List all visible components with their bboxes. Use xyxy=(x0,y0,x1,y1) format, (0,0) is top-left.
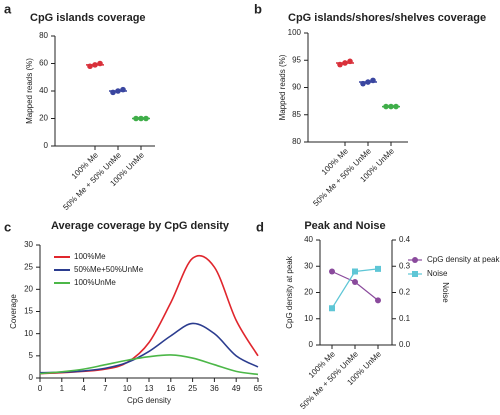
y-tick-label: 0.3 xyxy=(399,261,411,270)
legend-marker xyxy=(412,271,418,277)
replicate-dot xyxy=(360,80,366,87)
replicate-dot xyxy=(133,115,139,122)
x-tick-label: 0 xyxy=(38,384,43,393)
legend-label: 50%Me+50%UnMe xyxy=(74,265,144,274)
y-tick-label: 95 xyxy=(292,55,301,64)
chart-title: CpG islands/shores/shelves coverage xyxy=(288,12,486,24)
legend-label: Noise xyxy=(427,269,448,278)
series-line xyxy=(39,254,259,375)
legend-marker xyxy=(412,257,418,263)
panel-letter: d xyxy=(256,219,264,234)
y-axis-title: Coverage xyxy=(9,294,18,329)
replicate-dot xyxy=(393,103,399,110)
replicate-dot xyxy=(337,61,343,68)
y-tick-label: 100 xyxy=(288,28,302,37)
point xyxy=(375,265,381,272)
point xyxy=(375,297,381,304)
replicate-dot xyxy=(365,79,371,85)
y-tick-label: 0.2 xyxy=(399,288,411,297)
y-tick-label: 40 xyxy=(39,86,48,95)
replicate-dot xyxy=(97,60,103,67)
point xyxy=(329,305,335,312)
x-tick-label: 7 xyxy=(103,384,108,393)
x-tick-label: 13 xyxy=(145,384,154,393)
y-tick-label: 0.4 xyxy=(399,235,411,244)
y-axis-title: CpG density at peak xyxy=(285,255,294,328)
replicate-dot xyxy=(138,115,144,122)
y-tick-label: 30 xyxy=(304,261,313,270)
replicate-dot xyxy=(115,88,121,94)
y-tick-label: 20 xyxy=(304,288,313,297)
y-axis-title: Mapped reads (%) xyxy=(25,58,34,124)
x-tick-label: 25 xyxy=(188,384,197,393)
y-tick-label: 40 xyxy=(304,235,313,244)
chart-title: CpG islands coverage xyxy=(30,12,146,24)
y-tick-label: 20 xyxy=(39,114,48,123)
series-line xyxy=(331,270,379,301)
y-tick-label: 0.1 xyxy=(399,314,411,323)
replicate-dot xyxy=(92,62,98,68)
x-tick-label: 4 xyxy=(81,384,86,393)
replicate-dot xyxy=(342,60,348,66)
y-tick-label: 60 xyxy=(39,59,48,68)
y-tick-label: 0 xyxy=(29,373,34,382)
panel-letter: b xyxy=(254,1,262,16)
replicate-dot xyxy=(143,115,149,122)
x-tick-label: 65 xyxy=(254,384,263,393)
y-tick-label: 25 xyxy=(24,262,33,271)
y-tick-label: 10 xyxy=(24,329,33,338)
y-tick-label: 5 xyxy=(29,351,34,360)
x-tick-label: 1 xyxy=(60,384,65,393)
y-tick-label: 30 xyxy=(24,240,33,249)
point xyxy=(329,268,335,275)
legend-label: CpG density at peak xyxy=(427,255,500,264)
y-tick-label: 20 xyxy=(24,284,33,293)
replicate-dot xyxy=(110,89,116,96)
legend-label: 100%UnMe xyxy=(74,278,116,287)
panel-letter: a xyxy=(4,1,12,16)
y-tick-label: 15 xyxy=(24,307,33,316)
chart-title: Peak and Noise xyxy=(304,220,385,232)
point xyxy=(352,279,358,285)
replicate-dot xyxy=(388,103,394,110)
y2-axis-title: Noise xyxy=(441,282,450,303)
x-axis-title: CpG density xyxy=(127,396,171,405)
y-tick-label: 85 xyxy=(292,110,301,119)
replicate-dot xyxy=(120,86,126,93)
series-line xyxy=(39,354,259,376)
chart-title: Average coverage by CpG density xyxy=(51,220,230,232)
panel-letter: c xyxy=(4,219,11,234)
y-tick-label: 80 xyxy=(39,31,48,40)
series-line xyxy=(39,322,259,374)
point xyxy=(352,268,358,275)
replicate-dot xyxy=(383,103,389,110)
replicate-dot xyxy=(347,58,353,65)
y-axis-title: Mapped reads (%) xyxy=(278,54,287,120)
y-tick-label: 0 xyxy=(44,141,49,150)
y-tick-label: 0 xyxy=(309,340,314,349)
x-tick-label: 49 xyxy=(232,384,241,393)
y-tick-label: 0.0 xyxy=(399,340,411,349)
replicate-dot xyxy=(370,77,376,84)
legend-label: 100%Me xyxy=(74,252,106,261)
y-tick-label: 90 xyxy=(292,83,301,92)
y-tick-label: 80 xyxy=(292,137,301,146)
x-tick-label: 16 xyxy=(166,384,175,393)
y-tick-label: 10 xyxy=(304,314,313,323)
x-tick-label: 36 xyxy=(210,384,219,393)
x-tick-label: 10 xyxy=(123,384,132,393)
replicate-dot xyxy=(87,63,93,70)
